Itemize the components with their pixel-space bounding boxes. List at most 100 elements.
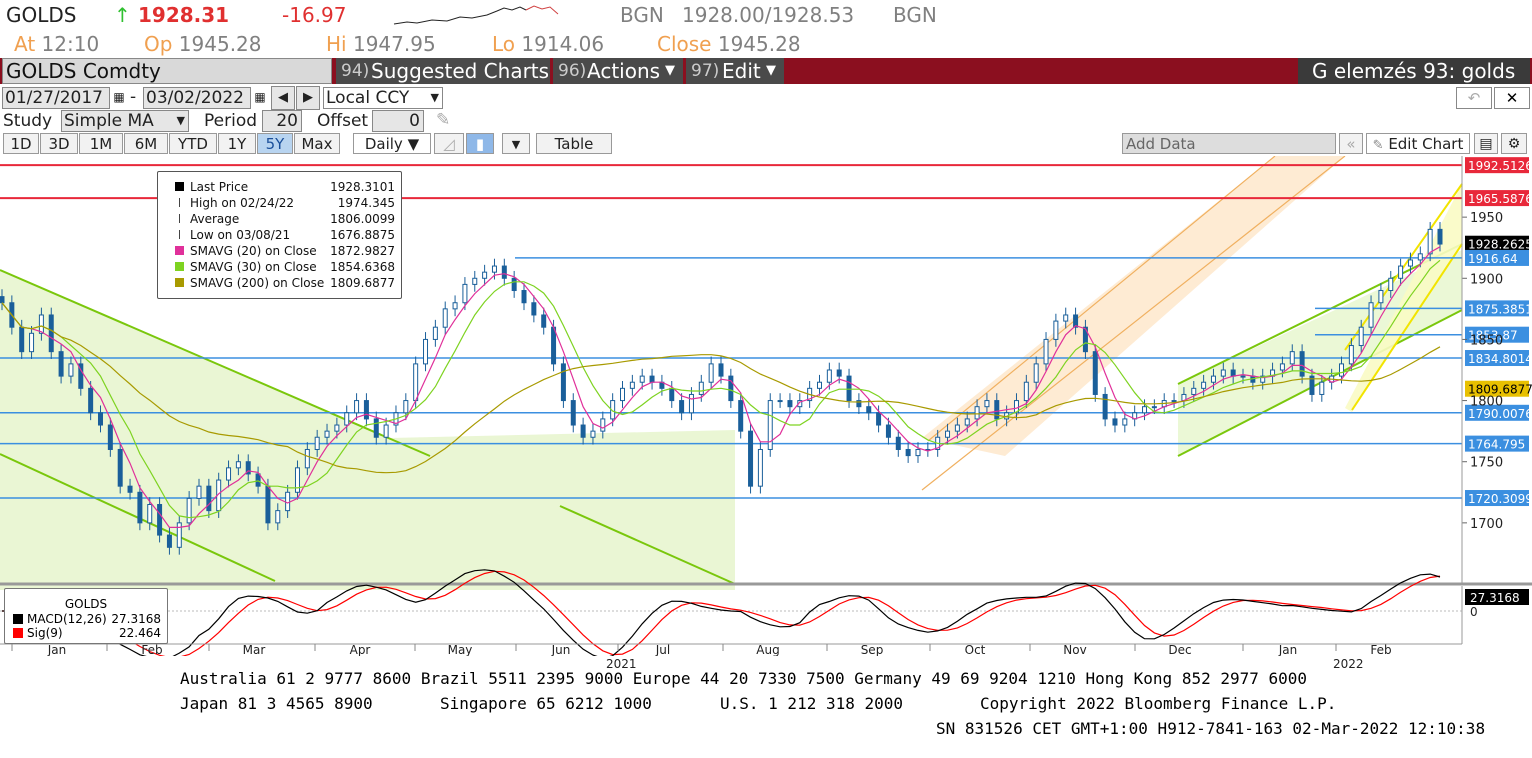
edit-menu[interactable]: 97) Edit ▼	[686, 58, 784, 84]
legend-row[interactable]: Average 1806.0099	[158, 211, 401, 227]
last-price: 1928.31	[138, 3, 230, 27]
end-date-input[interactable]: 03/02/2022	[143, 87, 251, 109]
candle	[994, 393, 1000, 427]
candle	[639, 368, 645, 390]
x-month-label: May	[448, 643, 473, 656]
high-row: Hi 1947.95	[326, 32, 436, 56]
candle	[974, 399, 980, 427]
window-title: G elemzés 93: golds	[1298, 58, 1530, 84]
chevron-down-icon: ▼	[665, 63, 675, 78]
range-button-5y[interactable]: 5Y	[257, 133, 293, 154]
offset-input[interactable]: 0	[372, 110, 424, 132]
legend-row[interactable]: SMAVG (20) on Close 1872.9827	[158, 243, 401, 259]
candle	[816, 374, 822, 396]
period-input[interactable]: 20	[262, 110, 302, 132]
downtrend-line-upper	[0, 269, 431, 457]
ma-line-2	[1, 302, 1441, 474]
candle	[1437, 222, 1443, 252]
prev-period-button[interactable]: ◀	[271, 86, 295, 110]
period-label: Period	[204, 111, 258, 131]
pencil-icon[interactable]: ✎	[436, 110, 451, 130]
start-date-input[interactable]: 01/27/2017	[2, 87, 110, 109]
candle	[186, 491, 192, 531]
candle	[1171, 393, 1177, 408]
candle	[1398, 258, 1404, 286]
price-label: 1928.2625	[1465, 235, 1532, 252]
undo-icon[interactable]: ↶	[1456, 87, 1492, 109]
range-button-1d[interactable]: 1D	[3, 133, 39, 154]
green-channel	[1178, 250, 1462, 456]
price-label: 1853.87	[1465, 326, 1529, 343]
legend-swatch-icon	[175, 246, 184, 255]
range-button-max[interactable]: Max	[294, 133, 340, 154]
macd-zero-label: 0	[1470, 605, 1478, 619]
table-button[interactable]: Table	[536, 133, 612, 154]
calendar-icon[interactable]: ▦	[113, 90, 125, 104]
legend-row[interactable]: High on 02/24/22 1974.345	[158, 195, 401, 211]
candle	[895, 429, 901, 457]
legend-swatch-icon	[175, 262, 184, 271]
candle	[442, 301, 448, 335]
security-field[interactable]: GOLDS Comdty	[2, 58, 332, 84]
candle	[423, 332, 429, 372]
legend-row[interactable]: Last Price 1928.3101	[158, 179, 401, 195]
range-button-1y[interactable]: 1Y	[218, 133, 256, 154]
range-button-3d[interactable]: 3D	[40, 133, 78, 154]
calendar-icon[interactable]: ▦	[254, 90, 266, 104]
gear-icon[interactable]: ⚙	[1501, 133, 1527, 154]
legend-row[interactable]: Low on 03/08/21 1676.8875	[158, 227, 401, 243]
macd-legend[interactable]: GOLDS MACD(12,26) 27.3168 Sig(9) 22.464	[4, 588, 168, 644]
candle	[472, 270, 478, 292]
sparkline	[393, 5, 559, 25]
ma-line-0	[1, 246, 1441, 528]
actions-menu[interactable]: 96) Actions ▼	[553, 58, 683, 84]
legend-row[interactable]: SMAVG (30) on Close 1854.6368	[158, 259, 401, 275]
candle	[196, 478, 202, 506]
candle	[1260, 368, 1266, 390]
offset-label: Offset	[317, 111, 369, 131]
legend-row[interactable]: SMAVG (200) on Close 1809.6877	[158, 275, 401, 291]
chevron-down-icon[interactable]: ▼	[502, 133, 530, 154]
candle-chart-icon[interactable]: ▮	[466, 133, 494, 154]
chart-legend[interactable]: Last Price 1928.3101 High on 02/24/22 1974.…	[157, 171, 402, 299]
candle	[501, 258, 507, 286]
edit-chart-button[interactable]: ✎ Edit Chart	[1366, 133, 1470, 154]
candle	[1299, 344, 1305, 384]
candle	[38, 307, 44, 341]
macd-value: 22.464	[119, 626, 161, 640]
chart-settings-icon[interactable]: ▤	[1474, 133, 1498, 154]
study-select[interactable]: Simple MA ▼	[61, 110, 189, 132]
range-button-ytd[interactable]: YTD	[169, 133, 217, 154]
macd-swatch-icon	[13, 614, 23, 624]
close-icon[interactable]: ✕	[1494, 87, 1530, 109]
ask-source: BGN	[893, 3, 937, 27]
orange-channel-upper	[927, 156, 1276, 442]
rewind-icon[interactable]: «	[1339, 133, 1363, 154]
suggested-charts-button[interactable]: 94) Suggested Charts	[336, 58, 550, 84]
frequency-select[interactable]: Daily ▼	[353, 133, 431, 154]
yellow-channel-line-1	[1344, 183, 1463, 351]
add-data-input[interactable]: Add Data	[1122, 133, 1336, 154]
candle	[1191, 381, 1197, 402]
candle	[777, 393, 783, 408]
price-label: 1720.3099	[1465, 490, 1532, 507]
range-button-1m[interactable]: 1M	[79, 133, 123, 154]
yellow-channel-line-2	[1351, 243, 1463, 411]
macd-signal-line	[2, 570, 1441, 656]
candle	[600, 411, 606, 439]
line-chart-icon[interactable]: ◿	[434, 133, 464, 154]
candle	[757, 442, 763, 494]
candle	[29, 325, 35, 359]
candle	[127, 478, 133, 500]
next-period-button[interactable]: ▶	[296, 86, 320, 110]
x-month-label: Feb	[1370, 643, 1391, 656]
candle	[787, 393, 793, 415]
candle	[629, 374, 635, 396]
legend-value: 1809.6877	[330, 276, 395, 290]
y-tick-label: 1750	[1470, 456, 1503, 471]
legend-value: 1854.6368	[330, 260, 395, 274]
currency-select[interactable]: Local CCY ▼	[323, 87, 443, 109]
range-button-6m[interactable]: 6M	[124, 133, 168, 154]
candle	[541, 307, 547, 335]
